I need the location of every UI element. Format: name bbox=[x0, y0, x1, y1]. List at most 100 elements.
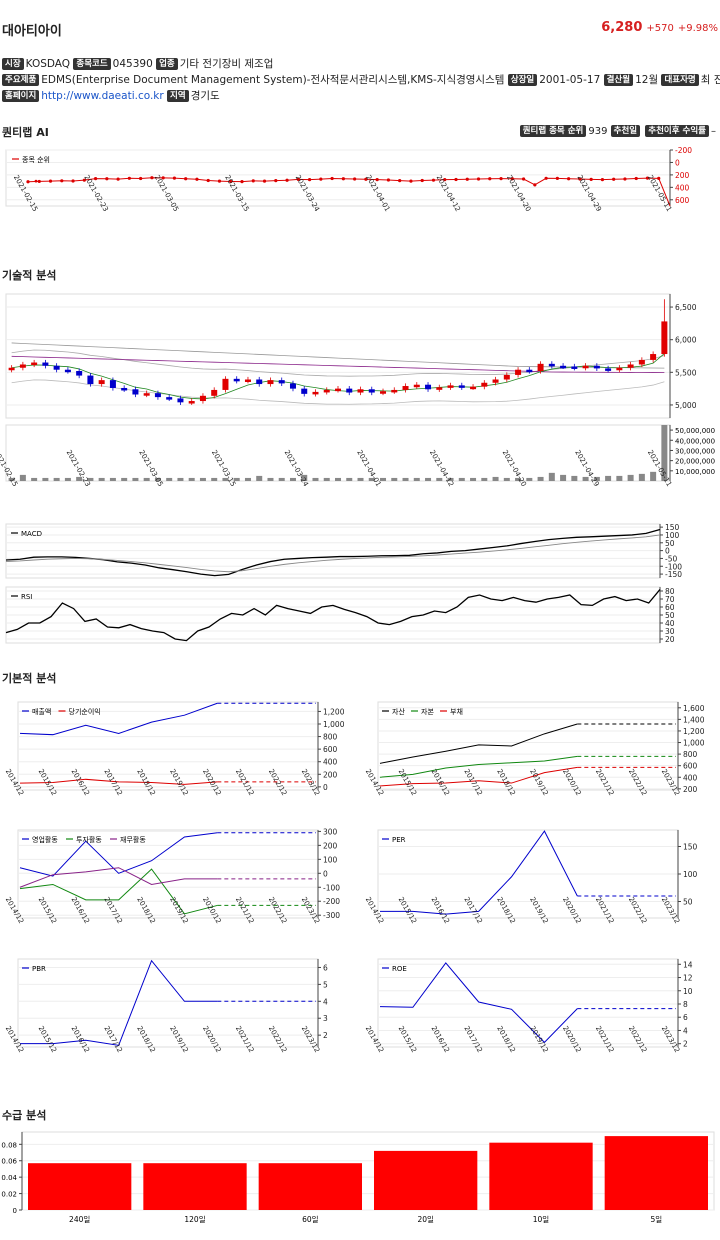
candle bbox=[222, 378, 229, 390]
y-tick-label: 8 bbox=[683, 1000, 688, 1009]
candle bbox=[121, 387, 128, 391]
y-tick-label: 50 bbox=[683, 898, 693, 907]
candle bbox=[312, 391, 319, 395]
cashflow-series bbox=[19, 867, 218, 888]
y-tick-label: 300 bbox=[323, 827, 338, 836]
x-tick-label: 2019/12 bbox=[528, 896, 549, 925]
rank-point bbox=[386, 178, 391, 182]
market-value: KOSDAQ bbox=[25, 58, 71, 70]
y-tick-label: 20 bbox=[665, 635, 675, 644]
candle bbox=[436, 387, 443, 390]
legend-label: ROE bbox=[392, 965, 407, 973]
volume-bar bbox=[447, 477, 454, 481]
y-tick-label: 200 bbox=[675, 171, 690, 180]
y-tick-label: 2 bbox=[683, 1040, 688, 1049]
y-tick-label: 200 bbox=[323, 770, 338, 779]
x-tick-label: 2021-03-05 bbox=[137, 449, 164, 488]
rank-tag: 퀀티랩 종목 순위 bbox=[519, 125, 587, 137]
candle bbox=[380, 391, 387, 394]
x-tick-label: 2022/12 bbox=[627, 768, 648, 797]
y-tick-label: 30 bbox=[665, 627, 675, 636]
volume-bar bbox=[301, 474, 308, 481]
candle bbox=[537, 363, 544, 372]
candle bbox=[391, 389, 398, 393]
supply-bar bbox=[604, 1136, 708, 1210]
rank-point bbox=[274, 179, 278, 183]
candle bbox=[526, 369, 533, 373]
candle bbox=[560, 365, 567, 369]
rank-point bbox=[454, 177, 458, 182]
x-tick-label: 2017/12 bbox=[462, 896, 483, 925]
x-tick-label: 2016/12 bbox=[429, 768, 450, 797]
volume-bar bbox=[402, 477, 409, 481]
bollinger-lower bbox=[11, 379, 665, 405]
y-tick-label: 0.08 bbox=[1, 1141, 17, 1149]
y-tick-label: 6,000 bbox=[675, 336, 697, 345]
y-tick-label: -200 bbox=[323, 897, 340, 906]
x-tick-label: 2020/12 bbox=[201, 1025, 222, 1054]
supply-bar bbox=[143, 1163, 247, 1210]
y-tick-label: 150 bbox=[683, 843, 698, 852]
volume-bar bbox=[289, 477, 296, 481]
volume-bar bbox=[87, 477, 94, 481]
y-tick-label: 6 bbox=[683, 1013, 688, 1022]
y-tick-label: 100 bbox=[683, 870, 698, 879]
y-tick-label: 6,500 bbox=[675, 303, 697, 312]
rank-point bbox=[510, 177, 514, 181]
macd-line bbox=[5, 528, 661, 577]
volume-bar bbox=[593, 476, 600, 481]
info-row-3: 홈페이지 http://www.daeati.co.kr 지역 경기도 bbox=[2, 88, 220, 103]
y-tick-label: -150 bbox=[665, 570, 682, 579]
code-tag: 종목코드 bbox=[73, 58, 111, 70]
volume-bar bbox=[335, 477, 341, 481]
volume-bar bbox=[19, 474, 26, 481]
volume-bar bbox=[166, 477, 173, 481]
candle bbox=[627, 364, 634, 368]
products-tag: 주요제품 bbox=[2, 74, 40, 86]
rank-point bbox=[37, 179, 41, 184]
rank-point bbox=[612, 177, 616, 181]
x-tick-label: 2017/12 bbox=[102, 768, 123, 797]
y-tick-label: 5,000 bbox=[675, 401, 697, 410]
homepage-link[interactable]: http://www.daeati.co.kr bbox=[41, 90, 164, 102]
balance-chart: 200 400 600 800 1,000 1,200 1,400 1,600 자산 자본 부채 20… bbox=[364, 701, 705, 797]
listing-tag: 상장일 bbox=[507, 74, 538, 86]
rank-point bbox=[341, 177, 345, 181]
rank-point bbox=[645, 176, 650, 180]
rank-point bbox=[48, 179, 53, 183]
supply-bar bbox=[489, 1142, 593, 1210]
volume-bar bbox=[346, 477, 353, 481]
x-tick-label: 2019/12 bbox=[168, 768, 189, 797]
x-tick-label: 2020/12 bbox=[561, 768, 582, 797]
candle bbox=[661, 321, 668, 355]
y-tick-label: 1,000 bbox=[683, 739, 705, 748]
y-tick-label: 100 bbox=[323, 855, 338, 864]
candle bbox=[571, 366, 578, 369]
volume-bar bbox=[481, 477, 488, 481]
volume-bar bbox=[42, 477, 49, 481]
volume-bar bbox=[526, 477, 533, 481]
rank-point bbox=[465, 177, 469, 181]
volume-bar bbox=[548, 472, 555, 481]
volume-bar bbox=[638, 473, 645, 481]
rank-line bbox=[27, 177, 671, 207]
rank-point bbox=[206, 178, 210, 183]
rank-point bbox=[623, 177, 627, 181]
y-tick-label: 70 bbox=[665, 595, 675, 604]
legend-label: MACD bbox=[21, 530, 42, 538]
rank-point bbox=[240, 180, 244, 184]
y-tick-label: -100 bbox=[323, 883, 340, 892]
x-tick-label: 2015/12 bbox=[37, 1025, 58, 1054]
x-tick-label: 2021/12 bbox=[234, 768, 255, 797]
candle bbox=[368, 389, 375, 393]
cashflow-chart: -300 -200 -100 0 100 200 300 영업활동 투자활동 재무활동 2014/1… bbox=[4, 827, 341, 925]
rank-point bbox=[285, 178, 289, 182]
rank-point bbox=[521, 177, 526, 181]
plot-frame bbox=[5, 424, 671, 482]
current-price: 6,280 bbox=[601, 20, 643, 35]
volume-bar bbox=[278, 477, 285, 481]
candle bbox=[177, 398, 184, 403]
market-tag: 시장 bbox=[2, 58, 24, 70]
volume-bar bbox=[177, 477, 184, 481]
candle bbox=[447, 385, 454, 388]
